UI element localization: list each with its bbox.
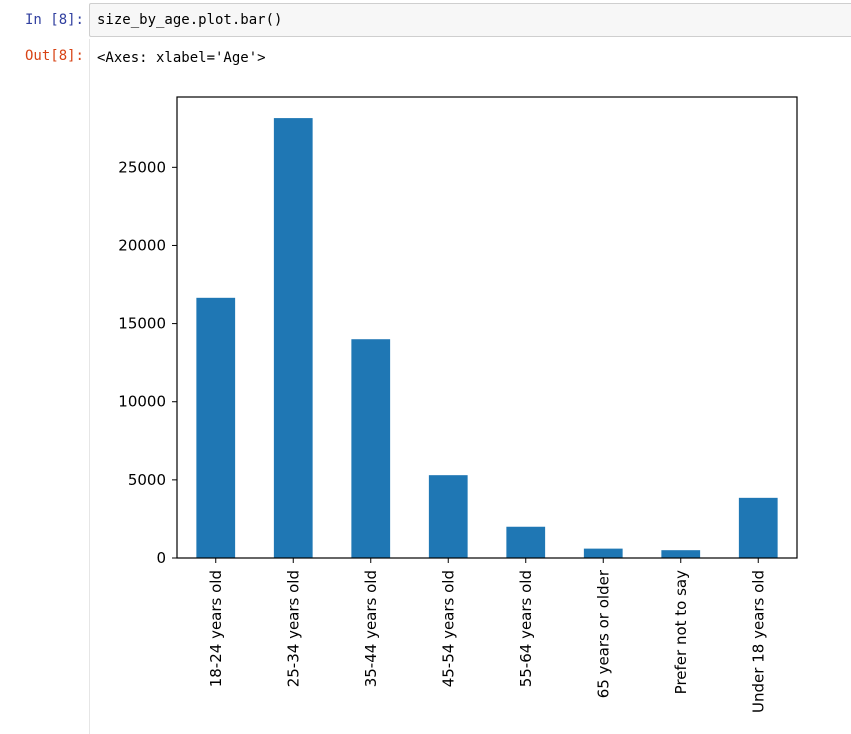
bar-65-years-or-older	[583, 548, 623, 558]
bar-prefer-not-to-say	[661, 550, 701, 558]
x-tick-label: Prefer not to say	[672, 570, 690, 694]
x-tick-label: Under 18 years old	[749, 570, 767, 713]
x-axis-ticks: 18-24 years old 25-34 years old 35-44 year…	[207, 558, 767, 713]
output-prompt: Out[8]:	[24, 48, 84, 64]
x-tick-label: 65 years or older	[594, 569, 612, 698]
y-tick-label: 20000	[118, 236, 166, 254]
y-tick-label: 10000	[118, 393, 166, 411]
y-tick-label: 15000	[118, 315, 166, 333]
x-tick-label: 25-34 years old	[284, 570, 302, 687]
x-tick-label: 18-24 years old	[207, 570, 225, 687]
y-tick-label: 5000	[128, 471, 166, 489]
axes-frame	[176, 96, 798, 559]
x-tick-label: 45-54 years old	[439, 570, 457, 687]
bar-under-18-years-old	[738, 497, 778, 558]
bar-group	[196, 118, 778, 558]
code-input-area[interactable]: size_by_age.plot.bar()	[89, 3, 851, 37]
bar-18-24-years-old	[196, 297, 236, 558]
x-tick-label: 35-44 years old	[362, 570, 380, 687]
output-text: <Axes: xlabel='Age'>	[97, 50, 266, 66]
x-tick-label: 55-64 years old	[517, 570, 535, 687]
bar-25-34-years-old	[273, 118, 313, 558]
bar-55-64-years-old	[506, 526, 546, 558]
code-input-text[interactable]: size_by_age.plot.bar()	[97, 12, 283, 28]
bar-45-54-years-old	[428, 475, 468, 558]
input-prompt: In [8]:	[24, 12, 84, 28]
bar-35-44-years-old	[351, 339, 391, 558]
y-tick-label: 0	[156, 549, 166, 567]
y-axis-ticks: 0 5000 10000 15000 20000 25000	[118, 158, 177, 567]
y-tick-label: 25000	[118, 158, 166, 176]
